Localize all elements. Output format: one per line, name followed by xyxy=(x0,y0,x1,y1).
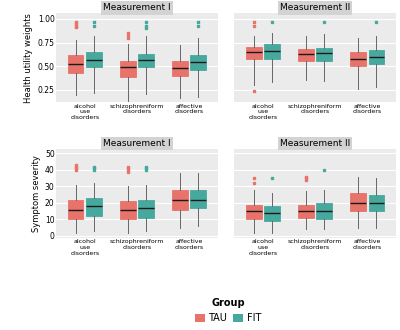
PathPatch shape xyxy=(316,203,332,219)
PathPatch shape xyxy=(138,200,154,218)
PathPatch shape xyxy=(298,205,314,218)
PathPatch shape xyxy=(190,55,206,70)
PathPatch shape xyxy=(172,190,188,210)
PathPatch shape xyxy=(120,201,136,219)
Title: Measurement I: Measurement I xyxy=(103,3,171,13)
Y-axis label: Symptom severity: Symptom severity xyxy=(32,155,41,232)
PathPatch shape xyxy=(264,45,280,59)
PathPatch shape xyxy=(350,52,366,66)
PathPatch shape xyxy=(68,200,84,219)
PathPatch shape xyxy=(190,190,206,208)
Legend: TAU, FIT: TAU, FIT xyxy=(193,296,263,325)
PathPatch shape xyxy=(86,52,102,67)
PathPatch shape xyxy=(368,50,384,64)
Title: Measurement II: Measurement II xyxy=(280,3,350,13)
Title: Measurement I: Measurement I xyxy=(103,139,171,148)
PathPatch shape xyxy=(86,198,102,216)
PathPatch shape xyxy=(298,49,314,61)
PathPatch shape xyxy=(138,54,154,67)
PathPatch shape xyxy=(350,193,366,211)
PathPatch shape xyxy=(264,206,280,221)
Y-axis label: Health utility weights: Health utility weights xyxy=(24,13,34,103)
PathPatch shape xyxy=(246,47,262,59)
PathPatch shape xyxy=(120,61,136,77)
PathPatch shape xyxy=(68,55,84,73)
Title: Measurement II: Measurement II xyxy=(280,139,350,148)
PathPatch shape xyxy=(246,205,262,219)
PathPatch shape xyxy=(368,195,384,211)
PathPatch shape xyxy=(172,61,188,76)
PathPatch shape xyxy=(316,48,332,61)
